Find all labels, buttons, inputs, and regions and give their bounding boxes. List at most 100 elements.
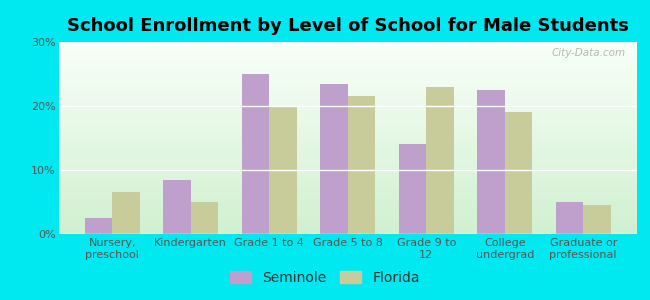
Bar: [58, 136, 637, 138]
Bar: [58, 182, 637, 184]
Bar: [58, 46, 637, 48]
Bar: [58, 124, 637, 127]
Bar: [58, 205, 637, 207]
Bar: [58, 161, 637, 163]
Bar: [58, 52, 637, 53]
Bar: [58, 201, 637, 203]
Bar: [58, 75, 637, 76]
Bar: [58, 76, 637, 79]
Bar: [58, 67, 637, 69]
Bar: [556, 202, 583, 234]
Bar: [58, 167, 637, 169]
Bar: [58, 190, 637, 192]
Bar: [58, 219, 637, 220]
Bar: [58, 215, 637, 217]
Bar: [58, 103, 637, 105]
Bar: [58, 48, 637, 50]
Bar: [58, 53, 637, 56]
Bar: [58, 84, 637, 86]
Bar: [58, 92, 637, 94]
Bar: [58, 169, 637, 171]
Bar: [58, 111, 637, 113]
Bar: [58, 88, 637, 90]
Bar: [58, 186, 637, 188]
Bar: [58, 180, 637, 182]
Bar: [58, 59, 637, 61]
Bar: [58, 152, 637, 153]
Bar: [112, 192, 140, 234]
Bar: [58, 101, 637, 103]
Bar: [398, 144, 426, 234]
Bar: [58, 107, 637, 109]
Bar: [58, 50, 637, 52]
Bar: [348, 96, 375, 234]
Bar: [58, 44, 637, 46]
Bar: [58, 217, 637, 219]
Bar: [58, 132, 637, 134]
Bar: [477, 90, 505, 234]
Bar: [58, 171, 637, 172]
Bar: [58, 96, 637, 98]
Bar: [58, 153, 637, 155]
Bar: [58, 155, 637, 157]
Bar: [58, 128, 637, 130]
Bar: [58, 138, 637, 140]
Bar: [58, 223, 637, 224]
Bar: [320, 84, 348, 234]
Bar: [84, 218, 112, 234]
Bar: [58, 175, 637, 176]
Bar: [242, 74, 269, 234]
Bar: [58, 115, 637, 117]
Bar: [58, 188, 637, 190]
Bar: [58, 197, 637, 200]
Text: City-Data.com: City-Data.com: [551, 48, 625, 58]
Bar: [58, 192, 637, 194]
Bar: [58, 130, 637, 132]
Bar: [58, 165, 637, 167]
Title: School Enrollment by Level of School for Male Students: School Enrollment by Level of School for…: [67, 17, 629, 35]
Bar: [58, 228, 637, 230]
Bar: [58, 176, 637, 178]
Bar: [58, 117, 637, 119]
Bar: [58, 94, 637, 96]
Bar: [58, 230, 637, 232]
Bar: [58, 148, 637, 149]
Bar: [58, 42, 637, 44]
Bar: [58, 172, 637, 175]
Bar: [426, 87, 454, 234]
Bar: [58, 142, 637, 144]
Bar: [58, 178, 637, 180]
Bar: [58, 209, 637, 211]
Bar: [58, 119, 637, 121]
Bar: [58, 213, 637, 215]
Bar: [505, 112, 532, 234]
Bar: [58, 207, 637, 209]
Bar: [58, 140, 637, 142]
Bar: [58, 105, 637, 107]
Bar: [58, 82, 637, 84]
Bar: [269, 106, 297, 234]
Bar: [583, 205, 611, 234]
Bar: [58, 109, 637, 111]
Bar: [58, 57, 637, 59]
Bar: [58, 232, 637, 234]
Bar: [58, 56, 637, 57]
Bar: [58, 226, 637, 228]
Bar: [190, 202, 218, 234]
Bar: [58, 86, 637, 88]
Bar: [58, 157, 637, 159]
Bar: [58, 73, 637, 75]
Bar: [58, 203, 637, 205]
Bar: [58, 63, 637, 65]
Bar: [58, 196, 637, 197]
Bar: [58, 69, 637, 71]
Bar: [58, 80, 637, 82]
Bar: [58, 79, 637, 80]
Bar: [58, 211, 637, 213]
Bar: [58, 144, 637, 146]
Bar: [58, 65, 637, 67]
Bar: [58, 90, 637, 92]
Bar: [58, 121, 637, 123]
Bar: [58, 134, 637, 136]
Bar: [58, 127, 637, 128]
